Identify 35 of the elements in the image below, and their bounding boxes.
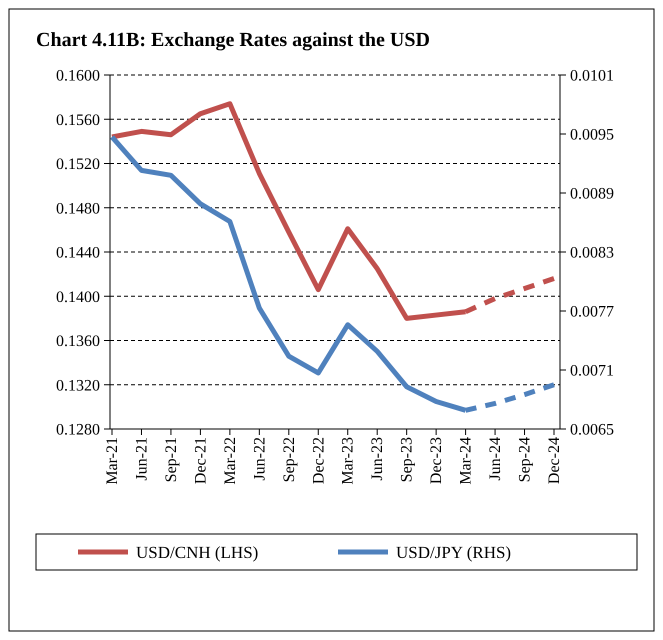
x-tick-label: Sep-24 bbox=[516, 437, 534, 482]
y-tick-label: 0.1440 bbox=[56, 244, 100, 262]
y-tick-label: 0.1400 bbox=[56, 288, 100, 306]
x-tick-label: Mar-21 bbox=[104, 437, 121, 485]
x-tick-label: Dec-21 bbox=[192, 437, 210, 484]
x-tick-label: Jun-24 bbox=[487, 437, 504, 481]
x-tick-label: Mar-24 bbox=[458, 437, 475, 485]
legend-label: USD/JPY (RHS) bbox=[396, 542, 512, 562]
x-tick-label: Mar-23 bbox=[340, 437, 357, 485]
y-tick-label: 0.1600 bbox=[56, 68, 100, 85]
x-tick-label: Dec-22 bbox=[310, 437, 328, 484]
y-tick-label: 0.1560 bbox=[56, 112, 100, 129]
x-tick-label: Jun-23 bbox=[369, 437, 386, 481]
y-tick-label: 0.1520 bbox=[56, 156, 100, 174]
x-tick-label: Sep-23 bbox=[398, 437, 416, 482]
y2-tick-label: 0.0089 bbox=[570, 186, 614, 203]
y2-tick-label: 0.0071 bbox=[570, 362, 614, 380]
legend-label: USD/CNH (LHS) bbox=[136, 542, 258, 562]
chart-title: Chart 4.11B: Exchange Rates against the USD bbox=[36, 29, 430, 51]
y2-tick-label: 0.0077 bbox=[570, 304, 614, 321]
y2-tick-label: 0.0083 bbox=[570, 244, 614, 262]
x-tick-label: Sep-22 bbox=[280, 437, 298, 482]
x-tick-label: Jun-21 bbox=[133, 437, 150, 481]
y2-tick-label: 0.0101 bbox=[570, 68, 614, 85]
y-tick-label: 0.1280 bbox=[56, 422, 100, 439]
x-tick-label: Sep-21 bbox=[162, 437, 180, 482]
y2-tick-label: 0.0065 bbox=[570, 422, 614, 439]
x-tick-label: Jun-22 bbox=[251, 437, 268, 481]
x-tick-label: Dec-23 bbox=[428, 437, 446, 484]
y2-tick-label: 0.0095 bbox=[570, 126, 614, 144]
x-tick-label: Dec-24 bbox=[546, 437, 563, 484]
y-tick-label: 0.1360 bbox=[56, 333, 100, 350]
y-tick-label: 0.1480 bbox=[56, 200, 100, 218]
y-tick-label: 0.1320 bbox=[56, 377, 100, 394]
x-tick-label: Mar-22 bbox=[222, 437, 239, 485]
